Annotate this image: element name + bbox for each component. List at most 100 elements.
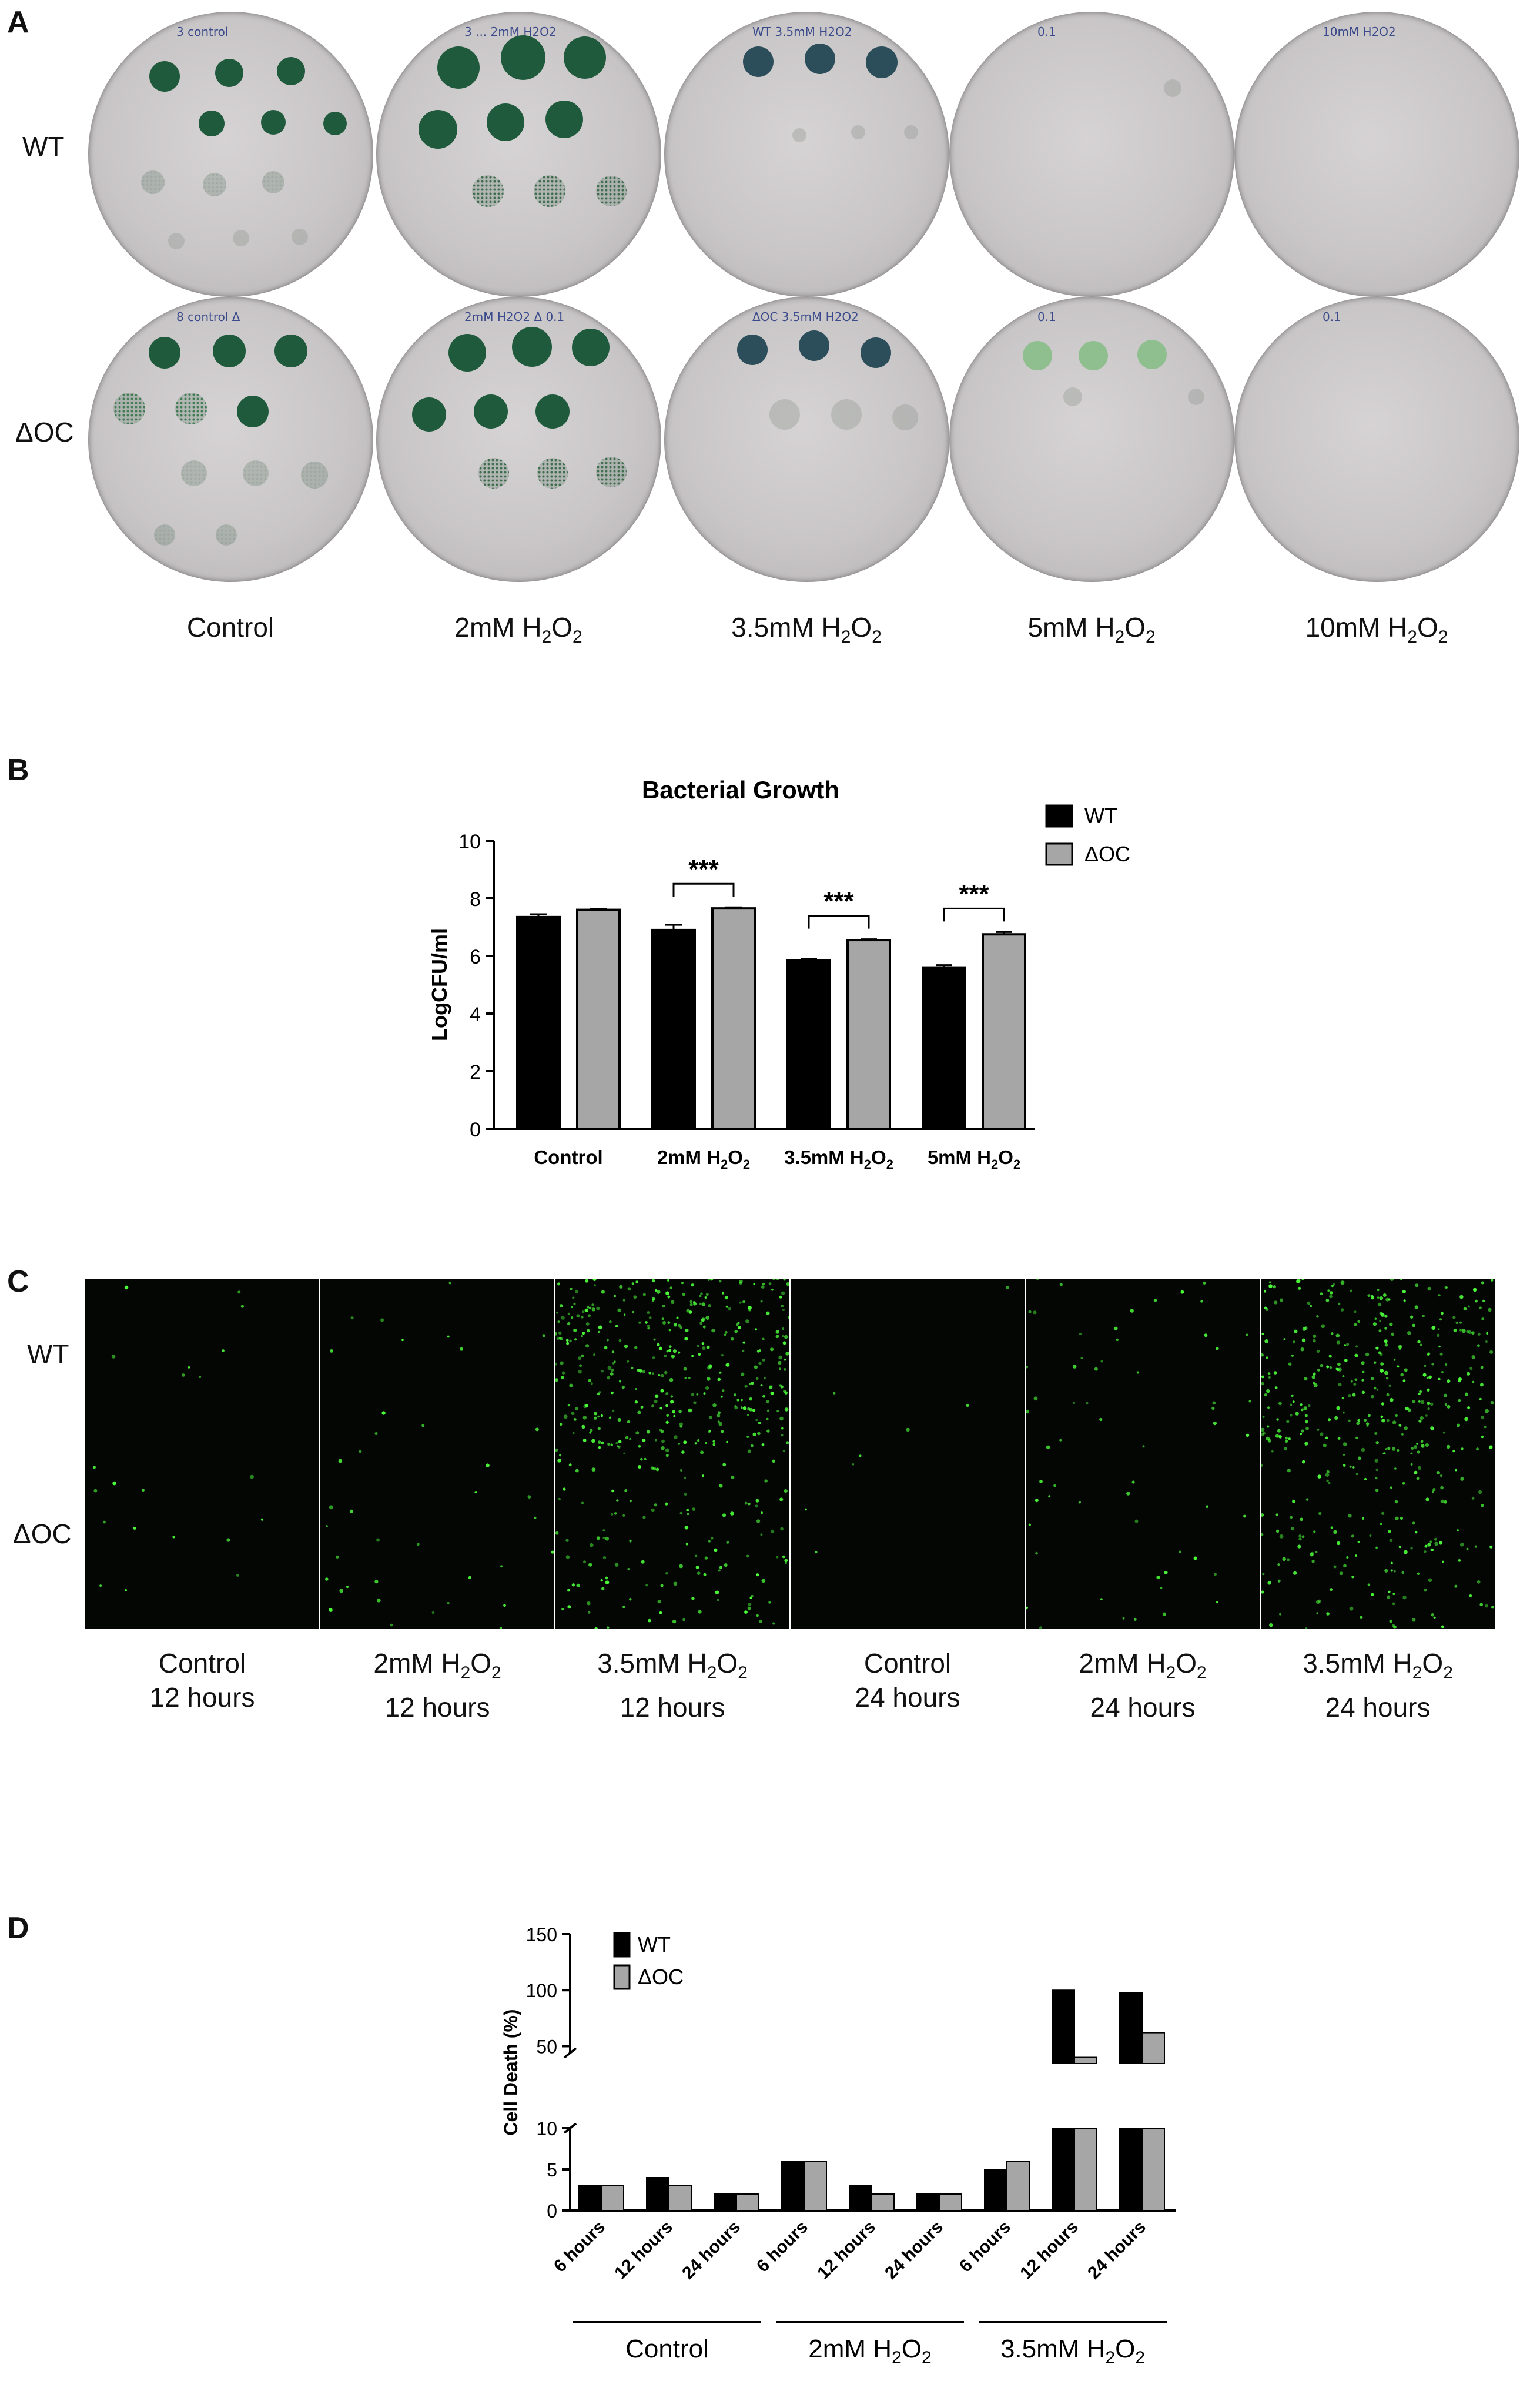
fluorescent-cell [1297,1544,1301,1549]
fluorescent-cell [588,1306,592,1310]
fluorescent-cell [754,1365,758,1369]
panel-c-column-label-5: 2mM H2O2 24 hours [1031,1646,1254,1724]
fluorescent-cell [737,1326,741,1330]
bacterial-colony-spot [474,394,508,429]
fluorescent-cell [1389,1539,1393,1543]
fluorescent-cell [474,1491,477,1494]
fluorescent-cell [1455,1321,1458,1325]
fluorescent-cell [573,1418,577,1421]
fluorescent-cell [1398,1347,1402,1351]
fluorescent-cell [558,1497,561,1501]
fluorescent-cell [742,1300,745,1303]
fluorescent-cell [600,1579,603,1582]
panel-c-row-label-wt: WT [27,1339,69,1369]
fluorescent-cell [691,1283,694,1287]
fluorescent-cell [652,1299,655,1302]
fluorescent-cell [766,1417,769,1420]
fluorescent-cell [1475,1299,1478,1303]
fluorescent-cell [631,1282,634,1285]
fluorescent-cell [1164,1570,1168,1575]
fluorescent-cell [99,1584,102,1587]
fluorescent-cell [588,1379,592,1382]
fluorescent-cell [534,1516,537,1519]
fluorescent-cell [724,1563,728,1567]
fluorescent-cell [1204,1333,1208,1337]
fluorescent-cell [1389,1322,1393,1326]
fluorescent-cell [578,1356,582,1360]
fluorescent-cell [1266,1389,1270,1393]
fluorescent-cell [651,1372,655,1375]
bar-wt-8-upper [1052,1989,1075,2064]
bacterial-colony-spot [277,57,305,85]
fluorescent-cell [684,1377,687,1379]
fluorescent-cell [1293,1571,1297,1575]
fluorescent-cell [579,1364,582,1367]
fluorescent-cell [1343,1442,1347,1446]
fluorescent-cell [591,1467,596,1472]
fluorescent-cell [1351,1534,1354,1538]
fluorescent-cell [1438,1377,1441,1380]
fluorescent-cell [708,1540,711,1543]
fluorescent-cell [629,1500,632,1503]
plate-handwritten-label: 0.1 [1323,310,1341,324]
micrograph-wt-4 [791,1279,1025,1454]
fluorescent-cell [1364,1477,1367,1481]
fluorescent-cell [1434,1541,1438,1546]
fluorescent-cell [1490,1400,1494,1404]
panel-a-column-label-4: 5mM H2O2 [974,611,1209,647]
fluorescent-cell [592,1353,596,1356]
fluorescent-cell [734,1404,737,1408]
fluorescent-cell [1400,1373,1404,1377]
fluorescent-cell [1380,1369,1384,1373]
fluorescent-cell [558,1337,561,1340]
fluorescent-cell [1338,1302,1341,1305]
bacterial-colony-spot [1188,389,1204,405]
fluorescent-cell [670,1395,674,1398]
fluorescent-cell [638,1321,641,1324]
fluorescent-cell [1025,1606,1028,1610]
fluorescent-cell [580,1335,583,1337]
fluorescent-cell [1458,1399,1461,1402]
fluorescent-cell [1261,1590,1264,1594]
bar-oc-4 [804,2161,827,2211]
fluorescent-cell [1477,1344,1480,1347]
fluorescent-cell [654,1503,657,1507]
fluorescent-cell [1407,1408,1411,1412]
fluorescent-cell [769,1385,773,1389]
fluorescent-cell [661,1446,665,1450]
fluorescent-cell [1387,1447,1391,1450]
fluorescent-cell [1193,1556,1197,1560]
fluorescent-cell [665,1392,669,1396]
fluorescent-cell [1357,1419,1360,1422]
fluorescent-cell [1203,1282,1206,1285]
fluorescent-cell [669,1377,674,1382]
fluorescent-cell [585,1344,590,1348]
fluorescent-cell [1338,1383,1342,1387]
fluorescent-cell [1416,1442,1419,1445]
fluorescent-cell [688,1377,691,1379]
bar-wt-8-lower [1052,2128,1075,2211]
fluorescent-cell [1411,1618,1416,1622]
fluorescent-cell [614,1563,619,1567]
fluorescent-cell [600,1414,604,1417]
fluorescent-cell [742,1341,745,1344]
fluorescent-cell [702,1325,706,1329]
fluorescent-cell [768,1601,771,1604]
fluorescent-cell [1271,1450,1274,1453]
fluorescent-cell [1410,1547,1413,1550]
fluorescent-cell [1472,1288,1477,1292]
fluorescent-cell [1156,1575,1160,1580]
condition-text: 3.5mM H2O2 [1303,1648,1453,1683]
fluorescent-cell [592,1277,597,1281]
panel-a-column-label-5: 10mM H2O2 [1259,611,1494,647]
fluorescent-cell [679,1511,683,1515]
fluorescent-cell [622,1299,625,1302]
fluorescent-cell [1340,1308,1344,1312]
fluorescent-cell [724,1331,728,1334]
fluorescent-cell [1442,1431,1445,1434]
fluorescent-cell [374,1432,378,1436]
bacterial-colony-spot [216,524,237,546]
fluorescent-cell [648,1618,651,1623]
fluorescent-cell [1466,1547,1469,1550]
fluorescent-cell [1485,1340,1488,1343]
